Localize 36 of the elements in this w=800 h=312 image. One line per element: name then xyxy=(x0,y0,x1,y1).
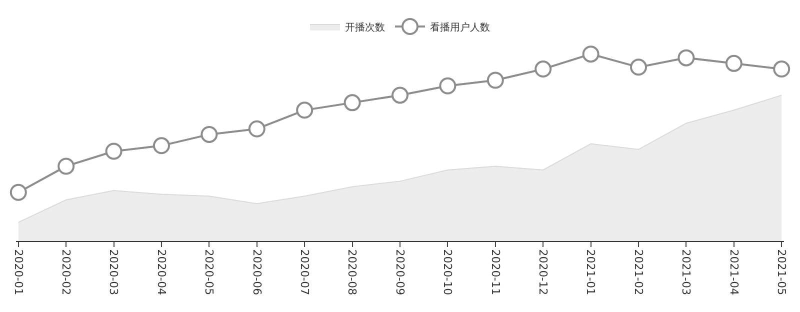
point xyxy=(58,158,75,175)
x-tick-label: 2020-10 xyxy=(441,249,454,296)
legend-label: 看播用户人数 xyxy=(430,21,490,34)
x-tick-label: 2020-07 xyxy=(298,249,312,296)
point xyxy=(725,54,742,72)
point xyxy=(439,77,456,94)
x-tick-label: 2021-03 xyxy=(680,249,693,296)
x-tick-label: 2021-02 xyxy=(632,249,645,296)
point xyxy=(630,58,648,76)
x-tick-label: 2020-02 xyxy=(60,249,73,296)
point xyxy=(10,184,27,201)
point xyxy=(344,94,361,112)
x-tick-label: 2020-12 xyxy=(536,249,550,296)
point xyxy=(534,60,552,78)
legend-label: 开播次数 xyxy=(345,21,385,34)
x-tick-label: 2020-06 xyxy=(250,249,264,296)
x-tick-label: 2020-03 xyxy=(107,249,120,296)
point xyxy=(773,60,790,78)
x-tick-label: 2021-01 xyxy=(584,249,598,296)
point xyxy=(152,137,170,154)
x-tick-label: 2020-05 xyxy=(202,249,216,296)
x-tick-label: 2021-04 xyxy=(727,249,740,296)
point xyxy=(105,142,122,160)
point xyxy=(678,49,695,66)
x-tick-label: 2020-09 xyxy=(393,249,406,296)
x-tick-label: 2021-05 xyxy=(775,249,788,296)
point xyxy=(296,102,314,119)
point xyxy=(248,120,266,138)
x-tick-label: 2020-08 xyxy=(346,249,359,296)
x-tick-label: 2020-11 xyxy=(488,249,502,296)
x-tick-label: 2020-04 xyxy=(154,249,168,296)
point xyxy=(200,126,218,143)
point xyxy=(392,86,408,104)
x-tick-label: 2020-01 xyxy=(12,249,25,296)
point xyxy=(486,72,504,89)
point xyxy=(582,46,600,63)
